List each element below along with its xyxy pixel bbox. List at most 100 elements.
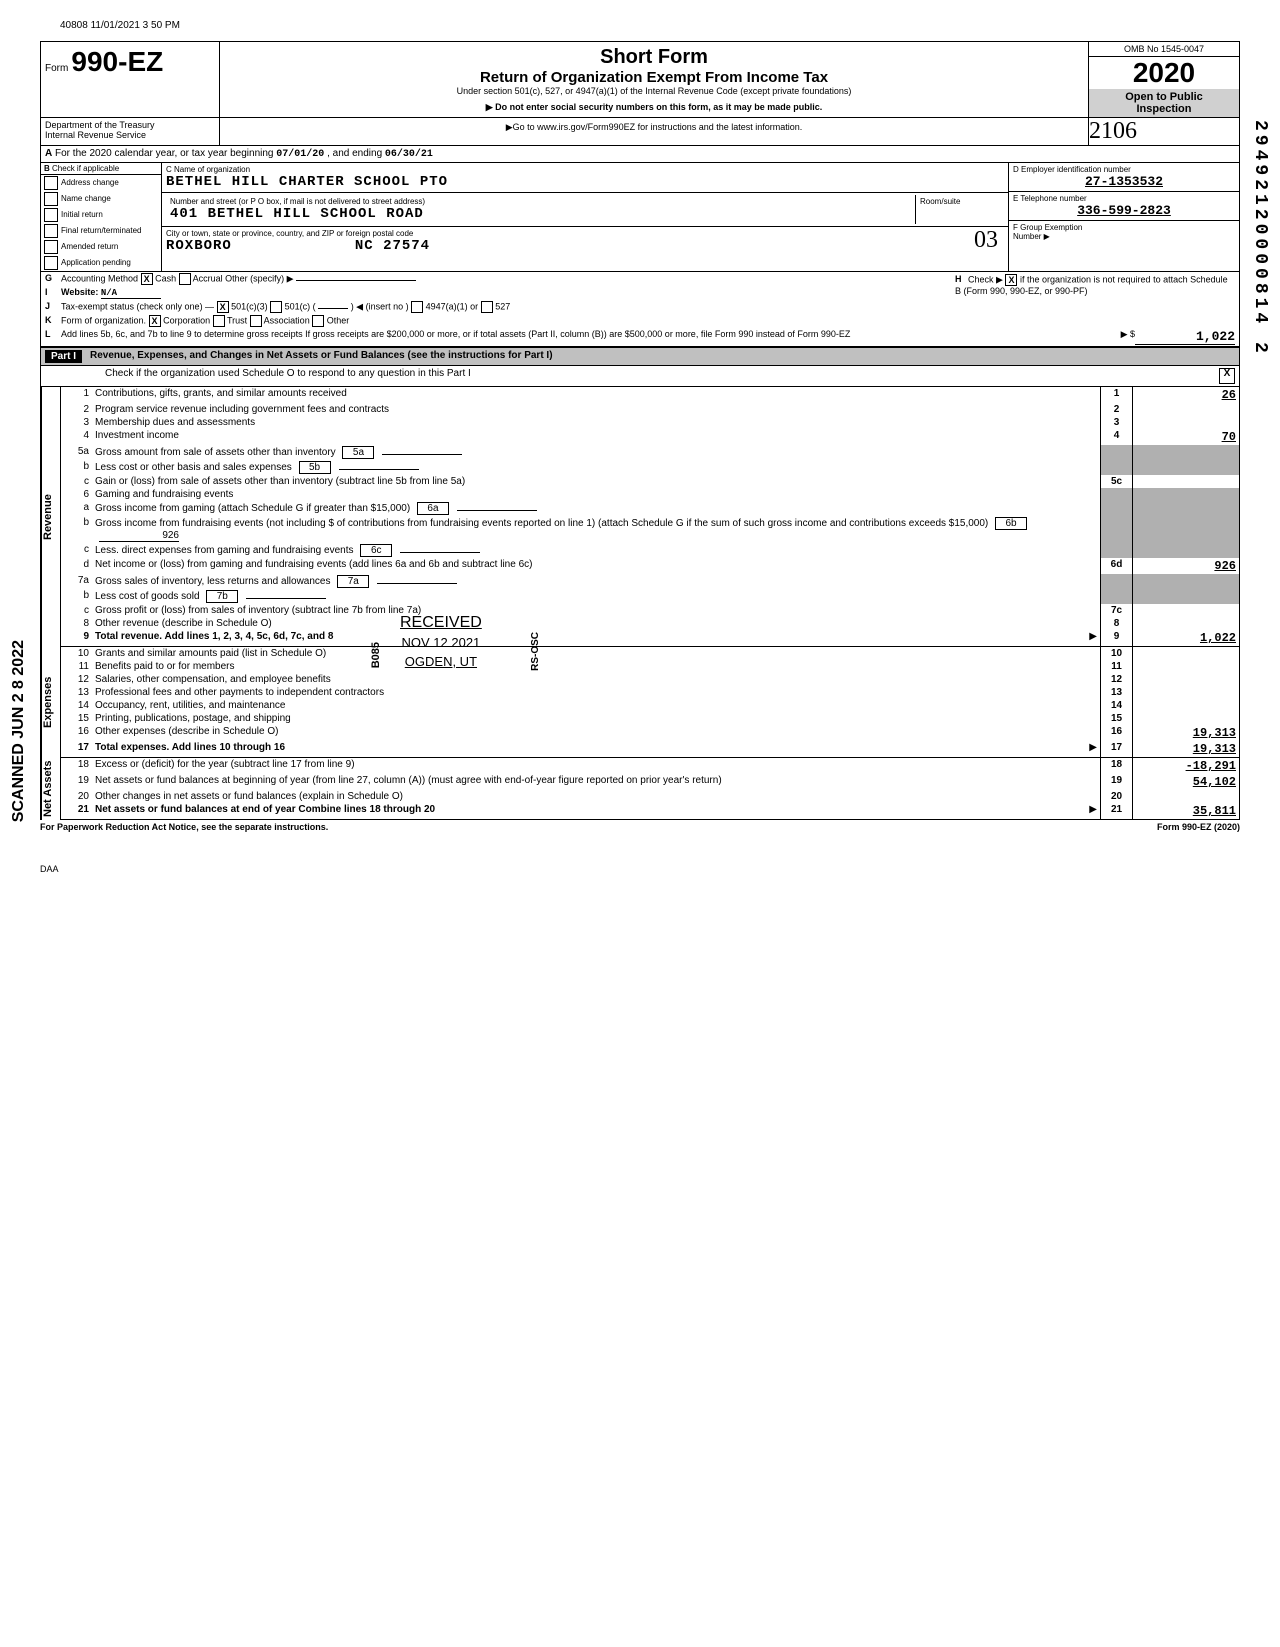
title-main: Short Form — [224, 46, 1084, 69]
ssn-warning: ▶ Do not enter social security numbers o… — [224, 102, 1084, 113]
schedule-o-checkbox[interactable]: X — [1219, 368, 1235, 384]
handwritten-2106: 2106 — [1089, 118, 1137, 144]
line-number: 8 — [61, 617, 93, 630]
501c3-checkbox[interactable]: X — [217, 301, 229, 313]
title-subtitle: Return of Organization Exempt From Incom… — [224, 69, 1084, 86]
line-box-number — [1101, 543, 1133, 558]
line-value — [1133, 460, 1240, 475]
line-box-number: 20 — [1101, 790, 1133, 803]
city-label: City or town, state or province, country… — [166, 229, 1004, 238]
check-address-change[interactable]: Address change — [41, 175, 161, 191]
received-location: OGDEN, UT — [400, 653, 482, 671]
table-row: 11Benefits paid to or for members11 — [61, 660, 1240, 673]
line-description: Net income or (loss) from gaming and fun… — [92, 558, 1079, 574]
d-ein-label: D Employer identification number — [1013, 165, 1235, 174]
line-value — [1133, 790, 1240, 803]
other-checkbox[interactable] — [312, 315, 324, 327]
form-page: SCANNED JUN 2 8 2022 29492120000814 2 40… — [40, 20, 1240, 874]
line-value: 926 — [1133, 558, 1240, 574]
e-phone-label: E Telephone number — [1013, 194, 1235, 203]
527-checkbox[interactable] — [481, 301, 493, 313]
check-final-return[interactable]: Final return/terminated — [41, 223, 161, 239]
right-margin-number: 29492120000814 2 — [1250, 120, 1270, 357]
check-name-change[interactable]: Name change — [41, 191, 161, 207]
line-description: Membership dues and assessments — [92, 416, 1079, 429]
line-box-number: 4 — [1101, 429, 1133, 445]
trust-checkbox[interactable] — [213, 315, 225, 327]
line-number: 3 — [61, 416, 93, 429]
line-number: c — [61, 604, 93, 617]
line-box-number: 10 — [1101, 647, 1133, 660]
line-number: 4 — [61, 429, 93, 445]
form-number-box: Form 990-EZ — [41, 42, 220, 117]
table-row: cLess. direct expenses from gaming and f… — [61, 543, 1240, 558]
check-amended-return[interactable]: Amended return — [41, 239, 161, 255]
revenue-section: Revenue 1Contributions, gifts, grants, a… — [40, 387, 1240, 647]
other-label: Other — [327, 315, 350, 325]
line-description: Net assets or fund balances at end of ye… — [92, 803, 1079, 820]
line-value — [1133, 673, 1240, 686]
line-number: 17 — [61, 741, 93, 758]
line-value — [1133, 403, 1240, 416]
line-value — [1133, 574, 1240, 589]
line-number: 12 — [61, 673, 93, 686]
line-description: Gross amount from sale of assets other t… — [92, 445, 1079, 460]
cash-checkbox[interactable]: X — [141, 273, 153, 285]
line-description: Printing, publications, postage, and shi… — [92, 712, 1079, 725]
4947-checkbox[interactable] — [411, 301, 423, 313]
insert-no-label: ) ◀ (insert no ) — [351, 301, 409, 311]
line-description: Total expenses. Add lines 10 through 16 — [92, 741, 1079, 758]
accrual-checkbox[interactable] — [179, 273, 191, 285]
scanned-stamp: SCANNED JUN 2 8 2022 — [10, 640, 28, 822]
name-address-column: C Name of organization BETHEL HILL CHART… — [162, 163, 1008, 271]
line-number: 13 — [61, 686, 93, 699]
line-value — [1133, 647, 1240, 660]
check-initial-return[interactable]: Initial return — [41, 207, 161, 223]
line-description: Total revenue. Add lines 1, 2, 3, 4, 5c,… — [92, 630, 1079, 647]
line-number: d — [61, 558, 93, 574]
line-description: Gross income from gaming (attach Schedul… — [92, 501, 1079, 516]
right-column-def: D Employer identification number 27-1353… — [1008, 163, 1239, 271]
line-value — [1133, 660, 1240, 673]
h-check-text: Check ▶ — [968, 274, 1003, 284]
line-description: Contributions, gifts, grants, and simila… — [92, 387, 1079, 403]
gross-receipts-value: 1,022 — [1135, 329, 1235, 345]
line-number: 14 — [61, 699, 93, 712]
check-application-pending[interactable]: Application pending — [41, 255, 161, 271]
table-row: 5aGross amount from sale of assets other… — [61, 445, 1240, 460]
association-checkbox[interactable] — [250, 315, 262, 327]
form-of-org-label: Form of organization. — [61, 315, 146, 325]
table-row: 15 Printing, publications, postage, and s… — [61, 712, 1240, 725]
line-description: Net assets or fund balances at beginning… — [92, 774, 1079, 790]
open-public: Open to Public Inspection — [1089, 89, 1239, 117]
line-value — [1133, 686, 1240, 699]
schedule-b-checkbox[interactable]: X — [1005, 274, 1017, 286]
expenses-section: Expenses RECEIVED NOV 12 2021 OGDEN, UT … — [40, 647, 1240, 758]
f-number-label: Number ▶ — [1013, 232, 1235, 241]
tax-exempt-label: Tax-exempt status (check only one) — — [61, 301, 214, 311]
city: ROXBORO — [166, 238, 232, 254]
line-value — [1133, 712, 1240, 725]
expenses-side-label: Expenses — [41, 647, 60, 758]
line-number: 6 — [61, 488, 93, 501]
gross-receipts-text: Add lines 5b, 6c, and 7b to line 9 to de… — [61, 329, 1095, 345]
daa-mark: DAA — [40, 864, 1240, 874]
page-footer: For Paperwork Reduction Act Notice, see … — [40, 820, 1240, 834]
c-label: C Name of organization — [166, 165, 1004, 174]
line-a: A For the 2020 calendar year, or tax yea… — [40, 146, 1240, 163]
line-value — [1133, 617, 1240, 630]
tax-year: 2020 — [1089, 57, 1239, 89]
line-l-arrow: ▶ $ — [1095, 329, 1135, 345]
line-box-number: 15 — [1101, 712, 1133, 725]
line-box-number — [1101, 516, 1133, 543]
arrow: ▶ — [1079, 741, 1101, 758]
line-box-number: 17 — [1101, 741, 1133, 758]
line-value: 19,313 — [1133, 741, 1240, 758]
501c-checkbox[interactable] — [270, 301, 282, 313]
corporation-checkbox[interactable]: X — [149, 315, 161, 327]
line-number: 2 — [61, 403, 93, 416]
check-column: B Check if applicable Address change Nam… — [41, 163, 162, 271]
line-box-number — [1101, 574, 1133, 589]
year-box: OMB No 1545-0047 2020 Open to Public Ins… — [1088, 42, 1239, 117]
received-stamp: RECEIVED NOV 12 2021 OGDEN, UT — [400, 612, 482, 671]
